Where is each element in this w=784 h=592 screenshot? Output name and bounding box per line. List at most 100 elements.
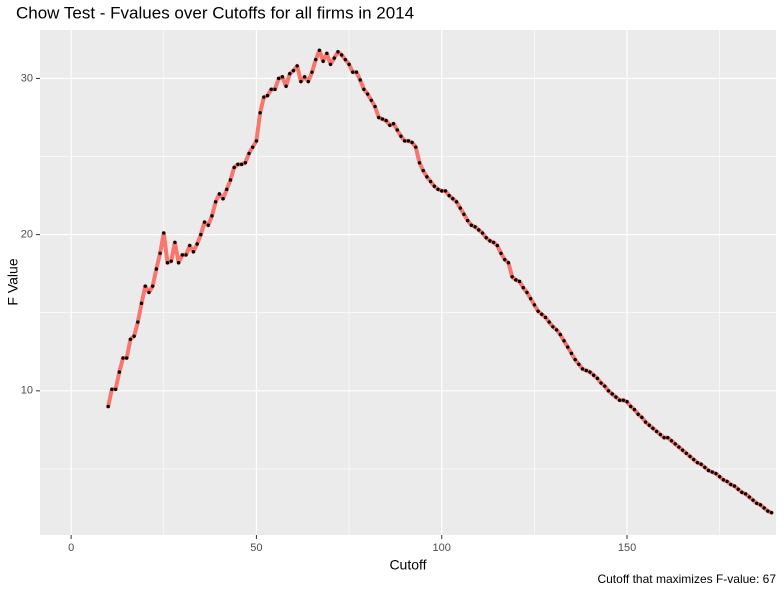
point [769,510,774,515]
point [758,503,763,507]
point [206,223,210,227]
point [351,70,355,74]
point [506,261,511,265]
point [499,251,503,256]
point [491,240,496,245]
point [517,279,522,284]
point [354,70,359,74]
point [213,200,218,204]
point [225,187,229,192]
point [239,162,244,167]
point [125,356,129,360]
point [247,151,251,156]
point [173,240,177,245]
point [710,470,714,474]
point [169,259,173,263]
point [484,236,488,240]
point [395,128,399,132]
point [295,64,299,68]
point [740,490,744,495]
point [113,387,118,391]
point [521,286,525,290]
point [195,242,199,246]
point [162,231,166,235]
point [180,253,185,257]
point [666,435,670,440]
point [291,68,296,73]
point [610,392,614,396]
x-tick-label: 150 [618,542,636,554]
point [210,214,214,218]
point [528,296,533,301]
point [729,482,733,487]
point [136,320,140,324]
point [547,320,551,324]
point [339,53,344,57]
point [391,122,396,126]
point [406,139,411,143]
point [721,478,726,482]
point [317,48,322,53]
point [451,196,455,201]
point [410,140,414,145]
point [543,315,548,320]
point [606,389,611,393]
point [695,460,700,465]
point [165,261,170,265]
point [684,451,689,456]
point [469,223,474,227]
point [755,501,759,505]
point [751,498,755,502]
point [562,339,566,343]
point [158,251,162,256]
point [299,79,303,84]
point [603,384,607,388]
point [747,495,752,499]
point [273,87,277,92]
point [658,432,663,437]
point [117,370,122,374]
x-tick-label: 100 [433,542,451,554]
plot-area [106,48,774,515]
point [365,92,370,96]
point [525,290,529,295]
point [269,87,273,92]
point [454,200,459,204]
point [736,487,740,491]
point [495,243,500,248]
point [629,404,633,409]
chart-title: Chow Test - Fvalues over Cutoffs for all… [16,3,414,22]
point [551,325,555,329]
y-axis-label: F Value [5,258,21,305]
point [110,387,114,391]
point [514,278,518,282]
point [480,231,485,235]
point [347,62,351,67]
point [503,257,507,262]
point [380,117,385,121]
point [421,168,425,173]
point [625,400,629,404]
point [106,404,110,409]
point [706,468,711,473]
point [139,301,144,306]
point [258,111,262,115]
point [147,290,151,295]
point [617,398,622,402]
point [399,134,403,138]
point [717,475,722,479]
point [436,187,440,192]
point [328,62,333,67]
point [251,145,255,149]
point [428,179,433,184]
point [536,309,540,313]
point [699,462,703,466]
point [176,261,181,265]
point [232,165,236,170]
x-axis-label: Cutoff [389,557,426,573]
point [202,220,207,224]
point [199,232,203,237]
point [314,57,318,62]
point [558,332,563,337]
